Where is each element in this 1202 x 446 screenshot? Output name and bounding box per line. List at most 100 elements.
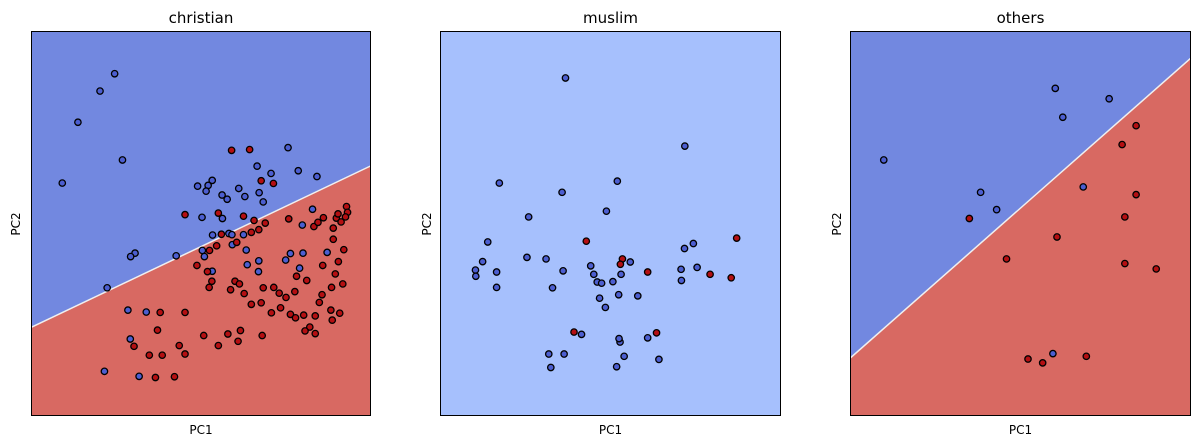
point-blue [492,268,501,276]
point-blue [126,335,135,343]
subplot-christian: christian PC1 PC2 [9,9,372,437]
point-blue [299,249,307,257]
y-axis-label: PC2 [9,212,23,235]
point-blue [471,272,480,281]
point-red [158,351,167,360]
point-blue [198,213,206,222]
point-blue [680,142,689,150]
point-blue [118,156,127,164]
point-blue [558,188,566,197]
point-red [267,308,276,317]
point-blue [253,162,261,170]
point-red [292,272,301,281]
point-blue [609,277,617,286]
point-red [319,213,328,222]
point-blue [284,143,292,152]
point-red [226,285,235,294]
point-red [338,280,347,288]
point-blue [267,169,275,178]
point-red [259,283,268,292]
point-blue [198,246,207,255]
point-red [235,280,244,288]
point-red [1132,190,1140,199]
point-red [212,241,221,250]
point-red [299,311,308,319]
point-blue [524,213,533,221]
point-blue [286,249,295,258]
point-red [318,261,327,270]
point-red [275,289,284,298]
point-red [156,308,165,317]
plot-frame [440,31,781,416]
point-red [236,326,245,335]
point-red [151,373,160,382]
point-blue [693,263,701,272]
point-red [181,308,189,317]
y-axis-label: PC2 [420,212,434,235]
region-red [850,57,1191,416]
point-red [652,328,661,337]
subplot-title: muslim [583,9,638,27]
point-red [261,219,270,227]
point-blue [1079,183,1088,191]
point-blue [542,255,550,263]
point-red [269,179,278,188]
point-blue [597,279,606,288]
point-blue [1051,84,1060,93]
point-blue [96,87,104,95]
point-red [318,290,326,299]
plot-frame [31,31,371,416]
point-red [334,210,342,218]
region-red [31,165,371,416]
point-blue [879,156,888,164]
point-blue [548,283,557,292]
point-blue [254,267,263,276]
point-red [175,341,184,350]
point-blue [172,251,181,260]
point-red [315,298,324,307]
point-red [224,330,232,338]
point-red [341,213,350,221]
decision-boundary [849,57,1192,359]
point-blue [239,230,248,239]
point-red [208,277,216,286]
point-red [616,260,625,269]
subplot-muslim: muslim PC1 PC2 [420,9,781,437]
point-red [284,215,293,223]
point-red [239,212,248,221]
point-blue [126,252,135,261]
point-blue [589,270,598,279]
point-blue [313,172,321,181]
point-blue [643,333,652,342]
point-red [1118,140,1126,149]
point-blue [612,362,621,371]
point-red [329,224,338,232]
point-red [337,218,345,226]
point-blue [677,276,686,285]
subplot-title: christian [169,9,234,27]
point-blue [559,267,567,275]
point-blue [208,231,217,239]
x-axis-label: PC1 [599,423,622,437]
point-red [1120,213,1129,221]
point-blue [200,252,209,261]
point-red [199,331,208,340]
point-red [247,300,256,309]
point-red [217,230,226,239]
point-red [1152,265,1161,273]
point-red [328,316,337,324]
point-red [334,257,343,266]
point-red [1132,121,1140,130]
point-blue [677,265,685,274]
point-red [153,326,162,334]
point-blue [294,166,303,175]
point-blue [323,248,331,257]
point-blue [602,207,611,216]
point-red [203,267,212,276]
point-blue [142,308,151,316]
point-red [290,287,299,296]
point-blue [546,363,555,372]
point-red [301,327,309,335]
point-blue [523,253,531,262]
point-blue [228,230,236,239]
